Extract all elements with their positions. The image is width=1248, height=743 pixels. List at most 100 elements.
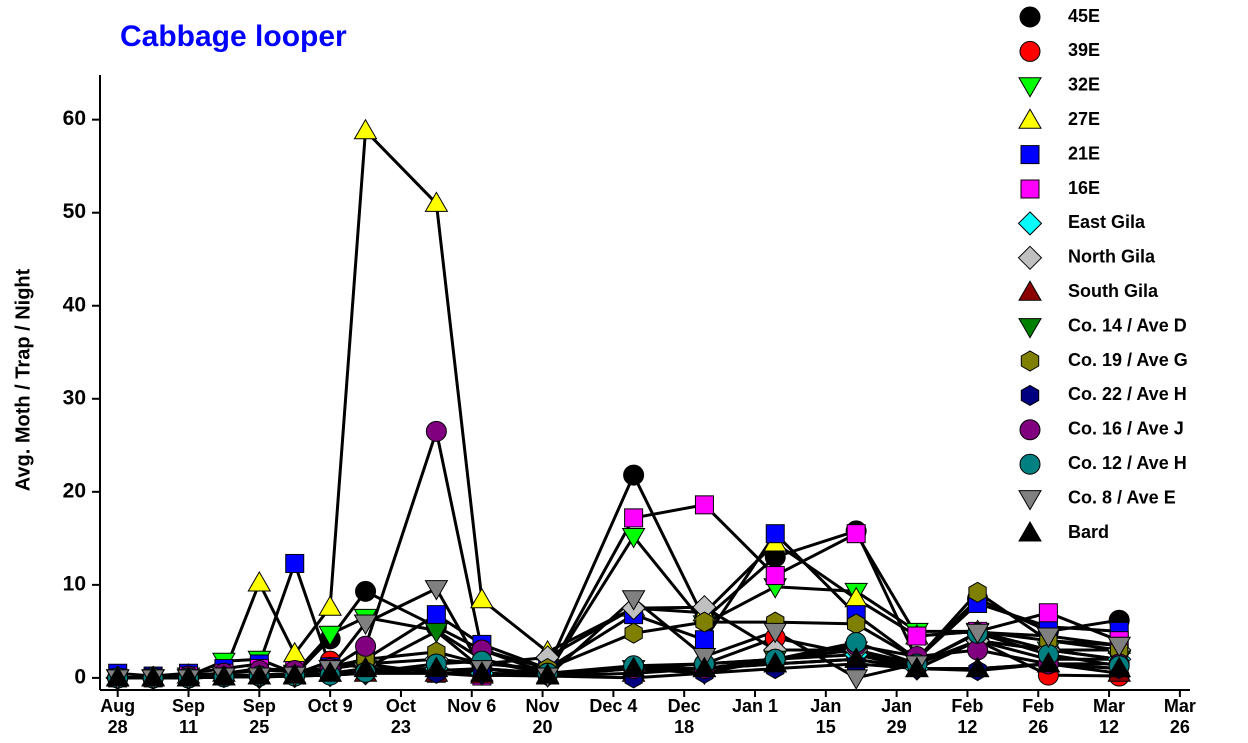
data-point [624, 622, 643, 644]
y-axis-label: Avg. Moth / Trap / Night [12, 268, 34, 491]
data-point [247, 571, 272, 592]
legend-label: 39E [1068, 40, 1100, 60]
data-point [355, 635, 377, 657]
data-point [965, 656, 990, 678]
y-tick-label: 20 [63, 479, 86, 502]
x-tick-label: Jan 1 [731, 696, 779, 716]
x-tick-label: Jan 15 [810, 696, 842, 737]
legend-label: Co. 12 / Ave H [1068, 453, 1187, 473]
data-point [621, 528, 646, 549]
data-point [424, 656, 449, 678]
legend-label: Bard [1068, 522, 1109, 542]
data-point [355, 580, 377, 602]
x-tick-label: Oct 23 [385, 696, 416, 737]
legend-label: East Gila [1068, 212, 1146, 232]
data-point [141, 665, 165, 687]
legend-marker [1018, 108, 1042, 129]
data-point [318, 625, 342, 647]
y-tick-label: 10 [63, 572, 86, 595]
data-point [846, 524, 866, 544]
x-tick-label: Sep 11 [171, 696, 205, 737]
data-point [694, 495, 714, 515]
data-point [765, 566, 785, 586]
data-point [763, 622, 788, 644]
data-point [426, 605, 446, 625]
legend-label: South Gila [1068, 281, 1159, 301]
y-tick-label: 60 [63, 107, 86, 130]
data-point [318, 595, 342, 616]
data-point [621, 590, 646, 611]
x-tick-label: Dec 4 [589, 696, 638, 716]
data-point [535, 663, 560, 684]
data-point [844, 647, 869, 668]
data-point [621, 656, 646, 678]
data-point [695, 611, 714, 633]
y-tick-label: 50 [63, 200, 86, 223]
y-tick-label: 30 [63, 386, 86, 409]
legend-label: 21E [1068, 143, 1100, 163]
x-tick-label: Mar 26 [1163, 696, 1196, 737]
data-point [1107, 656, 1132, 678]
data-point [692, 656, 717, 678]
data-point [965, 623, 990, 645]
legend-label: 16E [1068, 178, 1100, 198]
legend-marker [1020, 384, 1040, 406]
y-tick-label: 0 [74, 665, 86, 688]
legend-marker [1018, 280, 1042, 301]
legend-marker [1019, 419, 1041, 441]
legend-marker [1020, 145, 1040, 165]
data-point [424, 622, 449, 644]
legend-label: 32E [1068, 75, 1100, 95]
data-point [907, 626, 927, 646]
x-tick-label: Nov 20 [525, 696, 560, 737]
data-point [763, 651, 788, 673]
y-tick-label: 40 [63, 293, 86, 316]
legend-label: Co. 22 / Ave H [1068, 384, 1187, 404]
x-tick-label: Mar 12 [1093, 696, 1126, 737]
data-point [318, 661, 342, 682]
legend-marker [1017, 211, 1043, 236]
data-point [905, 656, 929, 678]
x-tick-label: Sep 25 [242, 696, 276, 737]
x-tick-label: Dec 18 [667, 696, 701, 737]
data-point [844, 669, 869, 690]
data-point [212, 665, 236, 686]
legend-label: Co. 8 / Ave E [1068, 487, 1176, 507]
legend-marker [1017, 245, 1043, 271]
data-point [353, 118, 378, 140]
legend-label: 45E [1068, 6, 1100, 26]
data-point [424, 580, 449, 601]
data-point [425, 420, 447, 442]
legend-label: 27E [1068, 109, 1100, 129]
legend-marker [1019, 40, 1041, 62]
x-tick-label: Feb 12 [951, 696, 984, 737]
data-point [624, 508, 644, 528]
data-point [353, 656, 378, 678]
legend-label: Co. 19 / Ave G [1068, 350, 1188, 370]
data-point [765, 524, 785, 544]
data-point [353, 614, 378, 635]
data-point [694, 630, 714, 650]
data-point [424, 191, 449, 212]
legend-label: Co. 16 / Ave J [1068, 419, 1184, 439]
legend-label: North Gila [1068, 247, 1156, 267]
x-tick-label: Feb 26 [1022, 696, 1055, 737]
data-point [1036, 627, 1061, 648]
data-point [470, 661, 494, 682]
data-point [1107, 636, 1132, 658]
legend-marker [1018, 77, 1042, 98]
x-tick-label: Jan 29 [881, 696, 913, 737]
data-point [968, 581, 987, 603]
x-tick-label: Nov 6 [447, 696, 497, 716]
legend-marker [1018, 490, 1042, 511]
chart-title: Cabbage looper [120, 20, 347, 53]
legend-marker [1018, 521, 1042, 542]
data-point [176, 665, 201, 687]
data-point [1036, 651, 1061, 673]
data-point [1038, 603, 1058, 623]
legend-marker [1018, 318, 1042, 339]
x-tick-label: Oct 9 [307, 696, 353, 716]
data-point [247, 664, 272, 685]
legend-marker [1019, 453, 1041, 475]
